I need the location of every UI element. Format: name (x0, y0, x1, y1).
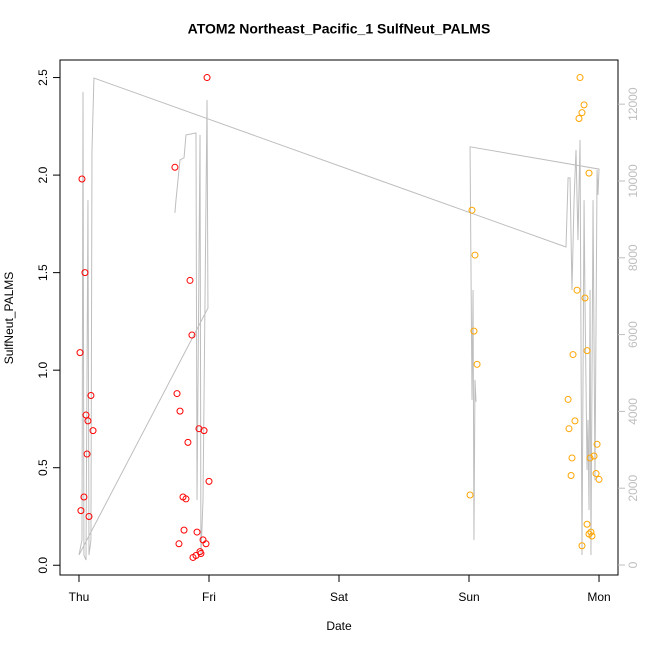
y-tick-label: 2.0 (36, 166, 50, 183)
point (205, 477, 213, 485)
x-tick-label: Thu (69, 590, 90, 604)
point (77, 507, 85, 515)
y2-tick-label: 4000 (626, 398, 640, 425)
altitude-line (78, 77, 600, 561)
point (473, 360, 481, 368)
point (595, 475, 603, 483)
y2-tick-label: 2000 (626, 475, 640, 502)
y-tick-label: 0.5 (36, 459, 50, 476)
point (468, 206, 476, 214)
y-tick-label: 0.0 (36, 557, 50, 574)
y-tick-label: 1.0 (36, 362, 50, 379)
point (80, 493, 88, 501)
point (78, 175, 86, 183)
point (202, 540, 210, 548)
point (186, 276, 194, 284)
point (583, 347, 591, 355)
y2-tick-label: 6000 (626, 321, 640, 348)
point (576, 74, 584, 82)
point (182, 495, 190, 503)
x-tick-label: Sat (330, 590, 349, 604)
point (171, 163, 179, 171)
point (81, 269, 89, 277)
point (471, 251, 479, 259)
point (573, 286, 581, 294)
point (581, 294, 589, 302)
point (200, 427, 208, 435)
point (176, 407, 184, 415)
point (87, 392, 95, 400)
x-axis-label: Date (326, 619, 352, 633)
x-tick-label: Sun (458, 590, 479, 604)
y-tick-label: 1.5 (36, 264, 50, 281)
point (585, 169, 593, 177)
point (592, 470, 600, 478)
point (590, 452, 598, 460)
point (83, 450, 91, 458)
point (578, 109, 586, 117)
point (466, 491, 474, 499)
point (89, 427, 97, 435)
y-axis-label: SulfNeut_PALMS (2, 272, 16, 365)
point (586, 454, 594, 462)
point (203, 74, 211, 82)
point (193, 528, 201, 536)
point (583, 520, 591, 528)
point (180, 526, 188, 534)
point (571, 417, 579, 425)
chart-title: ATOM2 Northeast_Pacific_1 SulfNeut_PALMS (188, 21, 491, 37)
y-tick-label: 2.5 (36, 69, 50, 86)
point (588, 532, 596, 540)
point (84, 417, 92, 425)
point (575, 115, 583, 123)
point (184, 438, 192, 446)
y2-tick-label: 0 (626, 561, 640, 568)
x-tick-label: Mon (587, 590, 610, 604)
point (76, 349, 84, 357)
point (188, 331, 196, 339)
point (569, 351, 577, 359)
point (587, 528, 595, 536)
y2-tick-label: 12000 (626, 87, 640, 121)
point (564, 395, 572, 403)
point (197, 550, 205, 558)
point (565, 425, 573, 433)
x-tick-label: Fri (202, 590, 216, 604)
y2-tick-label: 8000 (626, 244, 640, 271)
y2-tick-label: 10000 (626, 164, 640, 198)
point (593, 440, 601, 448)
point (470, 327, 478, 335)
point (578, 542, 586, 550)
point (85, 512, 93, 520)
point (567, 472, 575, 480)
point (580, 101, 588, 109)
point (173, 390, 181, 398)
point (175, 540, 183, 548)
point (568, 454, 576, 462)
